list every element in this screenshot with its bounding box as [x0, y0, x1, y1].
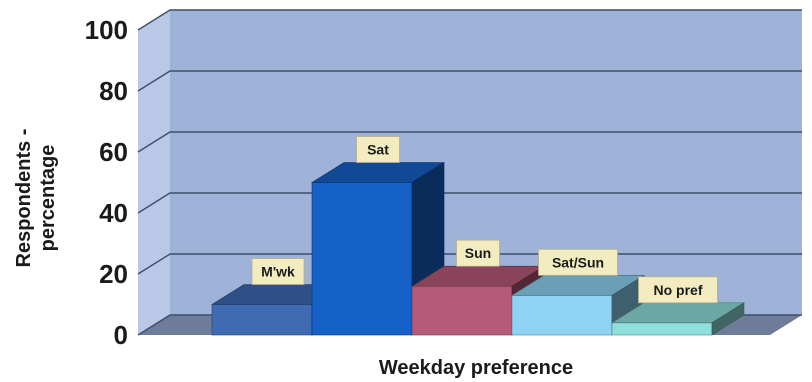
- gridline: [137, 70, 802, 92]
- bar: [510, 274, 646, 336]
- y-axis-title-line: percentage: [37, 145, 59, 252]
- x-axis-title: Weekday preference: [379, 357, 573, 379]
- data-label: Sat: [356, 136, 400, 163]
- y-tick-label: 0: [114, 320, 128, 350]
- gridline: [137, 9, 802, 31]
- y-axis-title-line: Respondents -: [13, 129, 35, 268]
- data-label-box: [638, 276, 718, 304]
- data-label-box: [356, 136, 400, 163]
- bar-front: [411, 285, 513, 336]
- bar-front: [611, 322, 713, 336]
- y-axis-ticks: 0 20 40 60 80 100: [85, 15, 128, 350]
- gridline: [137, 192, 802, 214]
- bar-side: [711, 302, 745, 336]
- y-axis-title: Respondents - percentage: [13, 129, 59, 268]
- data-label: M'wk: [251, 258, 305, 285]
- y-tick-label: 60: [99, 137, 128, 167]
- data-labels: M'wk Sat Sun Sat/Sun No pref: [251, 136, 718, 304]
- data-label-text: Sat: [367, 142, 389, 158]
- bar: [610, 302, 746, 336]
- bar-front: [311, 182, 413, 336]
- data-label: No pref: [638, 276, 718, 304]
- bar-front: [211, 304, 313, 336]
- data-label-text: M'wk: [261, 264, 295, 280]
- y-tick-label: 80: [99, 76, 128, 106]
- data-label-box: [538, 248, 618, 276]
- data-label: Sat/Sun: [538, 248, 618, 276]
- y-tick-label: 40: [99, 198, 128, 228]
- y-tick-label: 100: [85, 15, 128, 45]
- gridlines: [137, 9, 802, 336]
- data-label-box: [251, 258, 305, 285]
- bar-front: [511, 295, 613, 336]
- gridline: [137, 131, 802, 153]
- data-label-box: [456, 239, 500, 267]
- data-label-text: Sat/Sun: [552, 254, 604, 270]
- data-label-text: Sun: [465, 245, 491, 261]
- left-wall: [138, 10, 170, 335]
- bars: [210, 161, 746, 336]
- data-label-text: No pref: [654, 282, 703, 298]
- data-label: Sun: [456, 239, 500, 267]
- y-tick-label: 20: [99, 259, 128, 289]
